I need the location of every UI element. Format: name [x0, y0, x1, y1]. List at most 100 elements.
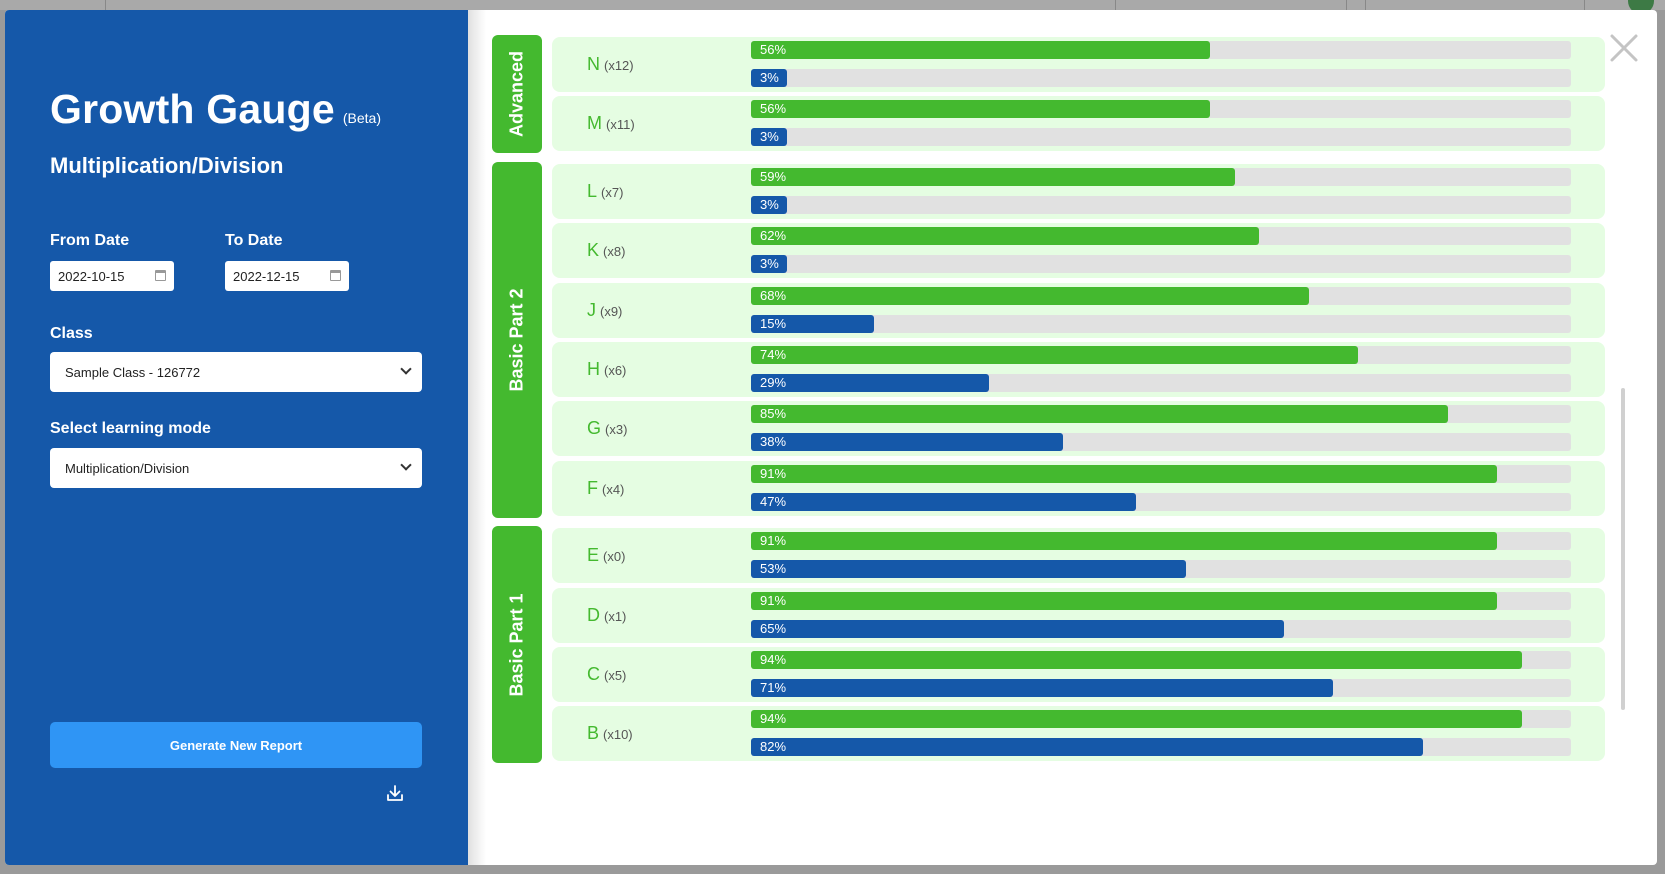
- generate-report-button[interactable]: Generate New Report: [50, 722, 422, 768]
- learning-mode-label: Select learning mode: [50, 420, 211, 437]
- to-date-field[interactable]: 2022-12-15: [225, 261, 349, 291]
- blue-bar-track: 38%: [751, 433, 1571, 452]
- background-search-field: [1365, 0, 1585, 10]
- level-label: F (x4): [587, 478, 624, 499]
- level-letter: G: [587, 418, 602, 439]
- blue-bar-track: 65%: [751, 619, 1571, 638]
- level-row: J (x9) 68% 15%: [552, 282, 1605, 338]
- level-letter: J: [587, 299, 596, 320]
- green-bar-track: 56%: [751, 41, 1571, 59]
- blue-bar-track: 3%: [751, 128, 1571, 147]
- learning-mode-select[interactable]: Multiplication/Division: [50, 448, 422, 488]
- group-tab: Advanced: [492, 35, 542, 154]
- green-bar-fill: 74%: [751, 346, 1358, 364]
- level-count: (x8): [603, 244, 626, 260]
- growth-gauge-modal: Growth Gauge (Beta) Multiplication/Divis…: [5, 10, 1657, 865]
- from-date-field[interactable]: 2022-10-15: [50, 261, 174, 291]
- close-icon[interactable]: [1606, 30, 1642, 66]
- level-letter: K: [587, 240, 600, 261]
- level-count: (x0): [603, 549, 626, 565]
- green-bar-track: 94%: [751, 651, 1571, 669]
- level-row: M (x11) 56% 3%: [552, 96, 1605, 152]
- green-bar-fill: 91%: [751, 591, 1498, 610]
- blue-bar-track: 53%: [751, 560, 1571, 579]
- blue-bar-track: 3%: [751, 69, 1571, 87]
- calendar-icon[interactable]: [330, 270, 341, 281]
- level-row: D (x1) 91% 65%: [552, 587, 1605, 643]
- blue-bar-track: 15%: [751, 314, 1571, 333]
- blue-bar-fill: 3%: [751, 69, 787, 87]
- blue-bar-track: 3%: [751, 195, 1571, 214]
- level-count: (x1): [604, 608, 627, 624]
- page-title: Growth Gauge: [50, 86, 335, 132]
- blue-bar-fill: 15%: [751, 314, 874, 333]
- level-row: H (x6) 74% 29%: [552, 342, 1605, 397]
- blue-bar-track: 29%: [751, 374, 1571, 392]
- level-row: L (x7) 59% 3%: [552, 163, 1605, 219]
- level-label: G (x3): [587, 418, 627, 439]
- green-bar-track: 56%: [751, 100, 1571, 119]
- level-count: (x4): [602, 481, 625, 497]
- green-bar-track: 91%: [751, 464, 1571, 483]
- level-row: G (x3) 85% 38%: [552, 401, 1605, 457]
- group-tab: Basic Part 1: [492, 526, 542, 764]
- class-select-value: Sample Class - 126772: [65, 364, 201, 380]
- learning-mode-value: Multiplication/Division: [65, 460, 190, 476]
- blue-bar-track: 47%: [751, 492, 1571, 511]
- blue-bar-fill: 65%: [751, 619, 1284, 638]
- green-bar-track: 74%: [751, 346, 1571, 364]
- green-bar-fill: 91%: [751, 464, 1498, 483]
- download-icon[interactable]: [385, 783, 405, 803]
- from-date-value: 2022-10-15: [58, 268, 125, 284]
- to-date-label: To Date: [225, 232, 283, 249]
- green-bar-fill: 94%: [751, 651, 1522, 669]
- level-label: H (x6): [587, 359, 626, 380]
- level-label: N (x12): [587, 54, 634, 75]
- group-tab: Basic Part 2: [492, 161, 542, 518]
- background-toolbar: [0, 0, 1665, 10]
- title-row: Growth Gauge (Beta): [50, 86, 381, 133]
- calendar-icon[interactable]: [155, 270, 166, 281]
- blue-bar-track: 3%: [751, 255, 1571, 274]
- level-row: E (x0) 91% 53%: [552, 528, 1605, 584]
- green-bar-track: 85%: [751, 405, 1571, 424]
- level-label: C (x5): [587, 664, 626, 685]
- level-letter: M: [587, 113, 602, 134]
- background-class-field: [1115, 0, 1347, 10]
- mode-subtitle: Multiplication/Division: [50, 153, 284, 178]
- chevron-down-icon: [400, 363, 412, 375]
- level-count: (x5): [604, 668, 627, 683]
- blue-bar-fill: 3%: [751, 128, 787, 147]
- blue-bar-fill: 71%: [751, 679, 1334, 697]
- scrollbar[interactable]: [1621, 388, 1625, 710]
- level-count: (x12): [604, 58, 634, 73]
- level-letter: H: [587, 359, 600, 379]
- blue-bar-fill: 29%: [751, 374, 989, 392]
- report-settings-panel: Growth Gauge (Beta) Multiplication/Divis…: [5, 10, 468, 865]
- beta-badge: (Beta): [342, 110, 381, 126]
- green-bar-fill: 94%: [751, 710, 1522, 729]
- level-letter: E: [587, 545, 600, 566]
- level-count: (x9): [600, 303, 623, 319]
- level-label: M (x11): [587, 113, 635, 134]
- level-count: (x11): [606, 117, 635, 133]
- blue-bar-track: 82%: [751, 738, 1571, 757]
- green-bar-track: 91%: [751, 591, 1571, 610]
- green-bar-fill: 85%: [751, 405, 1448, 424]
- level-row: N (x12) 56% 3%: [552, 37, 1605, 92]
- level-letter: D: [587, 604, 600, 625]
- green-bar-fill: 59%: [751, 167, 1235, 186]
- class-label: Class: [50, 325, 93, 342]
- level-count: (x6): [604, 363, 627, 378]
- group-name: Basic Part 1: [506, 593, 527, 697]
- chevron-down-icon: [400, 459, 412, 471]
- level-label: D (x1): [587, 605, 626, 626]
- level-letter: N: [587, 54, 600, 74]
- level-label: B (x10): [587, 723, 633, 744]
- class-select[interactable]: Sample Class - 126772: [50, 352, 422, 392]
- level-label: K (x8): [587, 240, 625, 261]
- green-bar-track: 59%: [751, 167, 1571, 186]
- green-bar-fill: 56%: [751, 100, 1211, 119]
- background-tab: [0, 0, 106, 10]
- green-bar-fill: 68%: [751, 286, 1309, 305]
